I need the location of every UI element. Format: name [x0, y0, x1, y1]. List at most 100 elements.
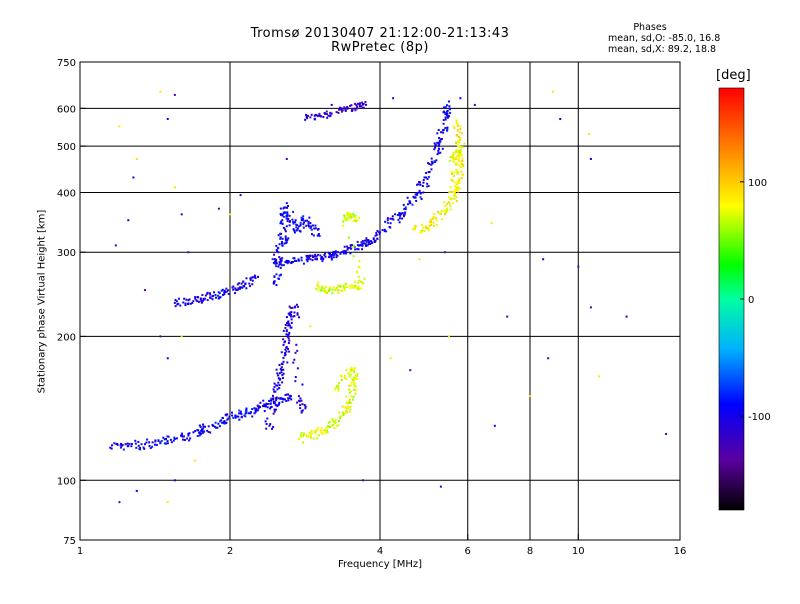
- scatter-point: [146, 438, 149, 441]
- scatter-point: [340, 251, 343, 254]
- outlier-point: [173, 479, 176, 482]
- scatter-point: [318, 286, 321, 289]
- scatter-point: [442, 131, 445, 134]
- scatter-point: [437, 147, 440, 150]
- scatter-point: [201, 293, 204, 296]
- scatter-point: [277, 381, 280, 384]
- scatter-point: [279, 266, 282, 269]
- scatter-point: [269, 407, 272, 410]
- scatter-point: [335, 253, 338, 256]
- scatter-point: [437, 145, 440, 148]
- outlier-point: [135, 489, 138, 492]
- scatter-point: [300, 410, 303, 413]
- scatter-point: [300, 259, 303, 262]
- outlier-point: [180, 213, 183, 216]
- outlier-point: [597, 375, 600, 378]
- scatter-point: [448, 105, 451, 108]
- scatter-point: [314, 429, 317, 432]
- scatter-point: [276, 246, 279, 249]
- scatter-point: [434, 160, 437, 163]
- scatter-point: [449, 156, 452, 159]
- phases-heading: Phases: [633, 22, 667, 33]
- scatter-point: [293, 221, 296, 224]
- scatter-point: [444, 205, 447, 208]
- scatter-point: [456, 170, 459, 173]
- scatter-point: [404, 211, 407, 214]
- scatter-point: [432, 221, 435, 224]
- scatter-point: [360, 281, 363, 284]
- scatter-point: [277, 397, 280, 400]
- scatter-point: [189, 437, 192, 440]
- scatter-point: [299, 397, 302, 400]
- scatter-point: [273, 253, 276, 256]
- scatter-point: [222, 421, 225, 424]
- scatter-point: [457, 185, 460, 188]
- scatter-point: [342, 220, 345, 223]
- scatter-point: [353, 388, 356, 391]
- scatter-point: [282, 368, 285, 371]
- outlier-point: [159, 90, 162, 93]
- scatter-point: [454, 189, 457, 192]
- scatter-point: [310, 225, 313, 228]
- scatter-point: [445, 207, 448, 210]
- scatter-point: [402, 203, 405, 206]
- scatter-point: [202, 427, 205, 430]
- scatter-point: [457, 163, 460, 166]
- scatter-point: [343, 375, 346, 378]
- scatter-point: [449, 186, 452, 189]
- y-tick-label: 300: [57, 248, 76, 259]
- scatter-point: [441, 147, 444, 150]
- scatter-point: [414, 196, 417, 199]
- scatter-point: [432, 213, 435, 216]
- scatter-point: [353, 376, 356, 379]
- scatter-point: [269, 423, 272, 426]
- scatter-point: [337, 284, 340, 287]
- scatter-point: [449, 198, 452, 201]
- scatter-point: [352, 255, 355, 258]
- scatter-point: [238, 282, 241, 285]
- scatter-point: [266, 403, 269, 406]
- scatter-point: [364, 242, 367, 245]
- scatter-point: [315, 287, 318, 290]
- scatter-point: [266, 417, 269, 420]
- scatter-point: [341, 405, 344, 408]
- scatter-point: [251, 415, 254, 418]
- scatter-point: [440, 209, 443, 212]
- scatter-point: [286, 361, 289, 364]
- scatter-point: [450, 172, 453, 175]
- scatter-point: [323, 254, 326, 257]
- scatter-point: [341, 411, 344, 414]
- scatter-point: [309, 226, 312, 229]
- scatter-point: [361, 243, 364, 246]
- scatter-point: [298, 316, 301, 319]
- x-axis-label: Frequency [MHz]: [337, 559, 423, 570]
- scatter-point: [293, 306, 296, 309]
- scatter-point: [312, 437, 315, 440]
- scatter-point: [254, 276, 257, 279]
- scatter-point: [348, 391, 351, 394]
- scatter-point: [284, 237, 287, 240]
- scatter-point: [462, 163, 465, 166]
- scatter-point: [456, 134, 459, 137]
- scatter-point: [287, 399, 290, 402]
- scatter-point: [198, 431, 201, 434]
- scatter-point: [179, 304, 182, 307]
- scatter-point: [275, 408, 278, 411]
- scatter-point: [285, 316, 288, 319]
- scatter-point: [275, 384, 278, 387]
- scatter-point: [379, 231, 381, 234]
- scatter-point: [452, 151, 455, 154]
- scatter-point: [359, 105, 362, 108]
- scatter-point: [421, 184, 424, 187]
- scatter-point: [435, 224, 438, 227]
- scatter-point: [354, 374, 357, 377]
- scatter-point: [284, 394, 287, 397]
- scatter-point: [455, 187, 458, 190]
- scatter-point: [349, 104, 352, 107]
- scatter-point: [278, 243, 281, 246]
- scatter-point: [299, 434, 302, 437]
- scatter-point: [310, 429, 313, 432]
- scatter-point: [411, 203, 414, 206]
- scatter-point: [290, 398, 293, 401]
- scatter-point: [354, 220, 357, 223]
